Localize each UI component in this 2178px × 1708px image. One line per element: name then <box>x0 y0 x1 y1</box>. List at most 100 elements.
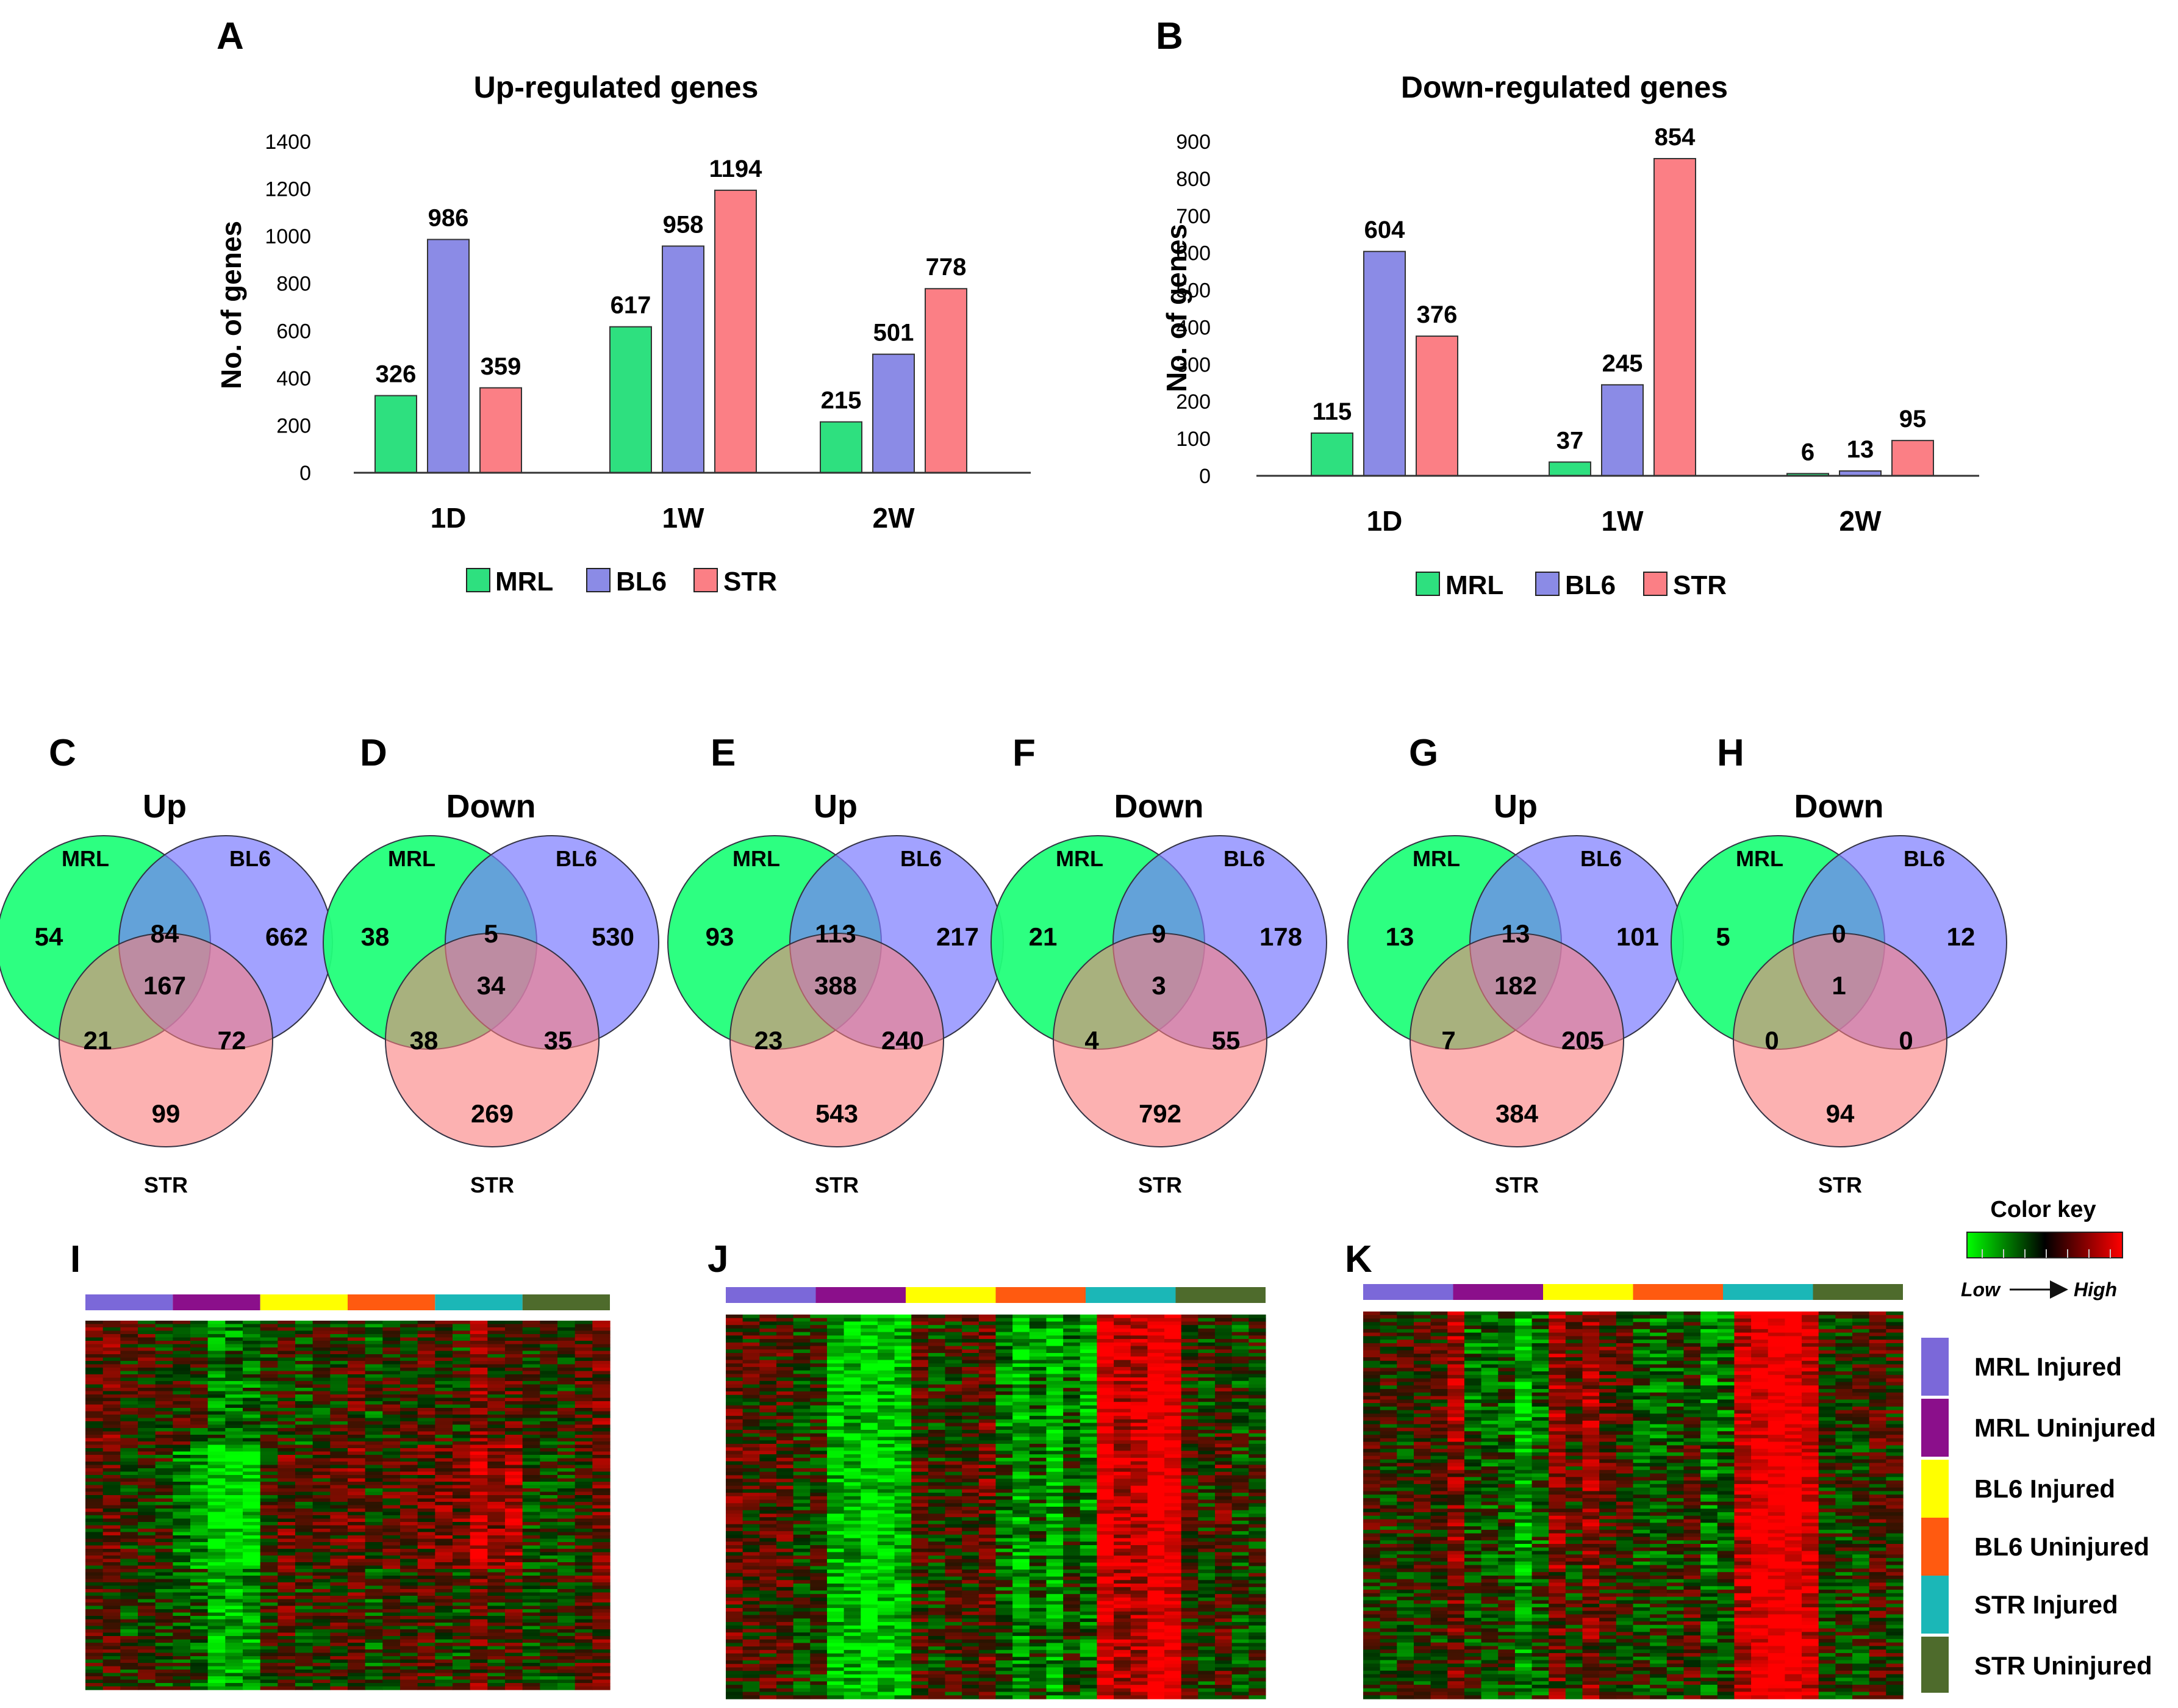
heatmap-cell <box>435 1619 453 1623</box>
heatmap-cell <box>505 1411 523 1415</box>
heatmap-cell <box>742 1618 760 1623</box>
heatmap-cell <box>742 1408 760 1413</box>
heatmap-cell <box>826 1663 845 1668</box>
heatmap-cell <box>592 1670 611 1674</box>
heatmap-cell <box>120 1525 138 1529</box>
heatmap-cell <box>726 1370 743 1374</box>
heatmap-cell <box>435 1666 453 1670</box>
heatmap-cell <box>312 1683 331 1687</box>
heatmap-cell <box>85 1663 104 1667</box>
heatmap-cell <box>138 1673 156 1677</box>
heatmap-cell <box>120 1334 138 1338</box>
heatmap-cell <box>844 1318 861 1322</box>
heatmap-cell <box>861 1419 878 1424</box>
heatmap-cell <box>522 1364 540 1368</box>
heatmap-cell <box>138 1585 156 1590</box>
heatmap-cell <box>726 1461 743 1465</box>
heatmap-cell <box>207 1606 226 1610</box>
heatmap-cell <box>138 1535 156 1540</box>
heatmap-cell <box>190 1391 209 1395</box>
heatmap-cell <box>453 1542 471 1546</box>
venn-count-mbs: 167 <box>143 971 186 1000</box>
heatmap-cell <box>759 1443 777 1448</box>
heatmap-cell <box>295 1324 313 1328</box>
heatmap-cell <box>330 1344 348 1348</box>
heatmap-cell <box>928 1339 946 1343</box>
venn-set-label-str: STR <box>815 1172 859 1197</box>
heatmap-cell <box>400 1351 418 1355</box>
heatmap-cell <box>155 1462 173 1466</box>
heatmap-cell <box>278 1656 296 1660</box>
heatmap-cell <box>810 1520 828 1525</box>
bar-bl6-1w <box>1601 384 1644 476</box>
heatmap-cell <box>435 1535 453 1540</box>
sample-group-bar <box>348 1294 435 1310</box>
heatmap-cell <box>776 1398 794 1402</box>
heatmap-cell <box>487 1451 506 1455</box>
heatmap-cell <box>776 1384 794 1388</box>
heatmap-cell <box>453 1632 471 1637</box>
heatmap-cell <box>928 1430 946 1434</box>
heatmap-cell <box>348 1602 366 1607</box>
heatmap-cell <box>522 1337 540 1341</box>
heatmap-cell <box>260 1341 278 1345</box>
heatmap-cell <box>85 1623 104 1627</box>
heatmap-cell <box>470 1344 488 1348</box>
heatmap-cell <box>435 1542 453 1546</box>
heatmap-cell <box>330 1666 348 1670</box>
sample-group-bar <box>85 1294 173 1310</box>
heatmap-cell <box>742 1552 760 1556</box>
heatmap-cell <box>85 1643 104 1647</box>
heatmap-cell <box>557 1462 576 1466</box>
heatmap-cell <box>278 1485 296 1489</box>
heatmap-cell <box>911 1580 929 1584</box>
heatmap-cell <box>759 1538 777 1542</box>
heatmap-cell <box>505 1441 523 1446</box>
heatmap-cell <box>470 1368 488 1372</box>
heatmap-cell <box>417 1361 435 1365</box>
heatmap-cell <box>776 1510 794 1515</box>
heatmap-cell <box>312 1515 331 1520</box>
heatmap-cell <box>776 1332 794 1336</box>
heatmap-cell <box>592 1679 611 1684</box>
heatmap-cell <box>382 1629 401 1634</box>
heatmap-cell <box>400 1518 418 1523</box>
heatmap-cell <box>810 1663 828 1668</box>
heatmap-cell <box>207 1576 226 1580</box>
heatmap-cell <box>102 1518 121 1523</box>
heatmap-cell <box>557 1659 576 1663</box>
heatmap-cell <box>557 1556 576 1560</box>
heatmap-cell <box>776 1366 794 1371</box>
heatmap-cell <box>207 1629 226 1634</box>
heatmap-cell <box>877 1527 895 1532</box>
heatmap-cell <box>928 1649 946 1654</box>
heatmap-cell <box>243 1330 261 1335</box>
heatmap-cell <box>400 1569 418 1573</box>
heatmap-cell <box>810 1377 828 1382</box>
heatmap-cell <box>278 1538 296 1543</box>
heatmap-cell <box>540 1525 558 1529</box>
heatmap-cell <box>540 1670 558 1674</box>
heatmap-cell <box>793 1649 811 1654</box>
heatmap-cell <box>435 1623 453 1627</box>
heatmap-cell <box>894 1430 912 1434</box>
heatmap-cell <box>400 1374 418 1379</box>
heatmap-cell <box>861 1663 878 1668</box>
heatmap-cell <box>470 1411 488 1415</box>
heatmap-cell <box>742 1430 760 1434</box>
venn-title: Down <box>1794 788 1884 825</box>
heatmap-cell <box>243 1347 261 1352</box>
heatmap-cell <box>894 1475 912 1479</box>
heatmap-cell <box>190 1505 209 1509</box>
heatmap-cell <box>793 1402 811 1406</box>
heatmap-cell <box>278 1643 296 1647</box>
heatmap-cell <box>312 1462 331 1466</box>
heatmap-cell <box>505 1401 523 1405</box>
heatmap-cell <box>911 1597 929 1602</box>
heatmap-cell <box>173 1354 191 1358</box>
heatmap-cell <box>826 1485 845 1490</box>
heatmap-cell <box>894 1601 912 1605</box>
heatmap-cell <box>487 1649 506 1654</box>
heatmap-cell <box>575 1491 593 1496</box>
heatmap-cell <box>417 1585 435 1590</box>
